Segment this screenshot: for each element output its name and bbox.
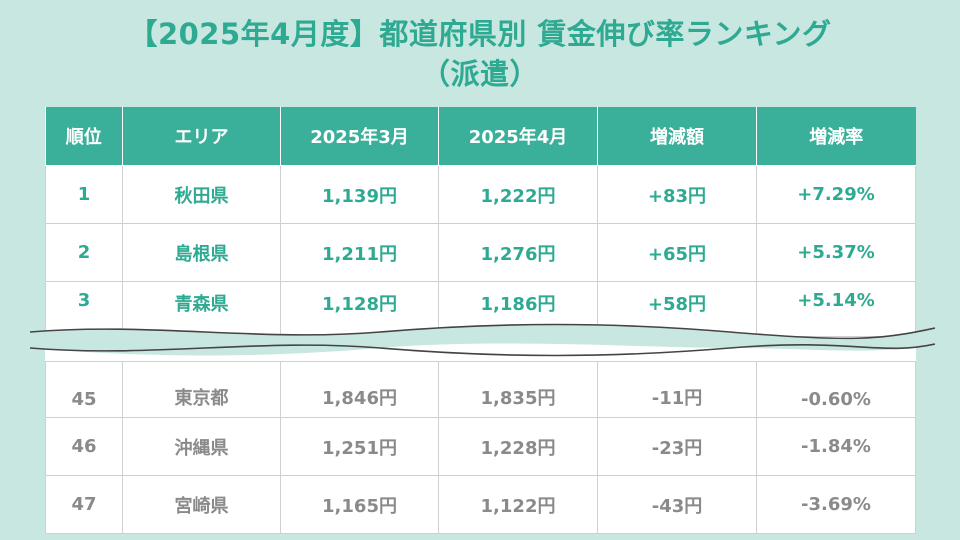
- break-line-lower: [30, 343, 935, 357]
- area-cell: 秋田県: [122, 165, 281, 224]
- table-row: 46 沖縄県 1,251円 1,228円 -23円 -1.84%: [45, 417, 916, 476]
- april-cell: 1,276円: [438, 223, 598, 282]
- header-rank: 順位: [45, 107, 123, 166]
- march-cell: 1,251円: [280, 417, 439, 476]
- april-cell: 1,228円: [438, 417, 598, 476]
- rank-cell: 46: [45, 417, 123, 476]
- april-cell: 1,835円: [438, 361, 598, 418]
- march-cell: 1,211円: [280, 223, 439, 282]
- diff-cell: -23円: [597, 417, 757, 476]
- header-diff: 増減額: [597, 107, 757, 166]
- rate-cell: -1.84%: [756, 417, 916, 476]
- table-row: 2 島根県 1,211円 1,276円 +65円 +5.37%: [45, 223, 916, 282]
- break-line-upper: [30, 323, 935, 340]
- table-row: 1 秋田県 1,139円 1,222円 +83円 +7.29%: [45, 165, 916, 224]
- rank-cell: 47: [45, 475, 123, 534]
- header-rate: 増減率: [756, 107, 916, 166]
- diff-cell: -11円: [597, 361, 757, 418]
- table-break-mark: [30, 323, 935, 357]
- march-cell: 1,128円: [280, 281, 439, 337]
- header-march: 2025年3月: [280, 107, 439, 166]
- header-april: 2025年4月: [438, 107, 598, 166]
- area-cell: 沖縄県: [122, 417, 281, 476]
- rate-cell: -3.69%: [756, 475, 916, 534]
- header-area: エリア: [122, 107, 281, 166]
- rate-cell: +5.14%: [756, 281, 916, 337]
- diff-cell: +65円: [597, 223, 757, 282]
- diff-cell: -43円: [597, 475, 757, 534]
- march-cell: 1,139円: [280, 165, 439, 224]
- rank-cell: 1: [45, 165, 123, 224]
- rank-cell: 2: [45, 223, 123, 282]
- rate-cell: +5.37%: [756, 223, 916, 282]
- rank-cell: 45: [45, 361, 123, 418]
- rate-cell: +7.29%: [756, 165, 916, 224]
- rank-cell: 3: [45, 281, 123, 337]
- area-cell: 島根県: [122, 223, 281, 282]
- page-title: 【2025年4月度】都道府県別 賃金伸び率ランキング （派遣）: [0, 14, 960, 94]
- break-fill: [30, 324, 935, 356]
- march-cell: 1,846円: [280, 361, 439, 418]
- diff-cell: +83円: [597, 165, 757, 224]
- april-cell: 1,122円: [438, 475, 598, 534]
- april-cell: 1,222円: [438, 165, 598, 224]
- title-line-1: 【2025年4月度】都道府県別 賃金伸び率ランキング: [128, 17, 832, 51]
- table-header-row: 順位 エリア 2025年3月 2025年4月 増減額 増減率: [45, 107, 916, 166]
- rate-cell: -0.60%: [756, 361, 916, 418]
- table-row: 47 宮崎県 1,165円 1,122円 -43円 -3.69%: [45, 475, 916, 534]
- title-line-2: （派遣）: [420, 57, 539, 91]
- march-cell: 1,165円: [280, 475, 439, 534]
- area-cell: 東京都: [122, 361, 281, 418]
- area-cell: 青森県: [122, 281, 281, 337]
- area-cell: 宮崎県: [122, 475, 281, 534]
- table-row: 45 東京都 1,846円 1,835円 -11円 -0.60%: [45, 361, 916, 418]
